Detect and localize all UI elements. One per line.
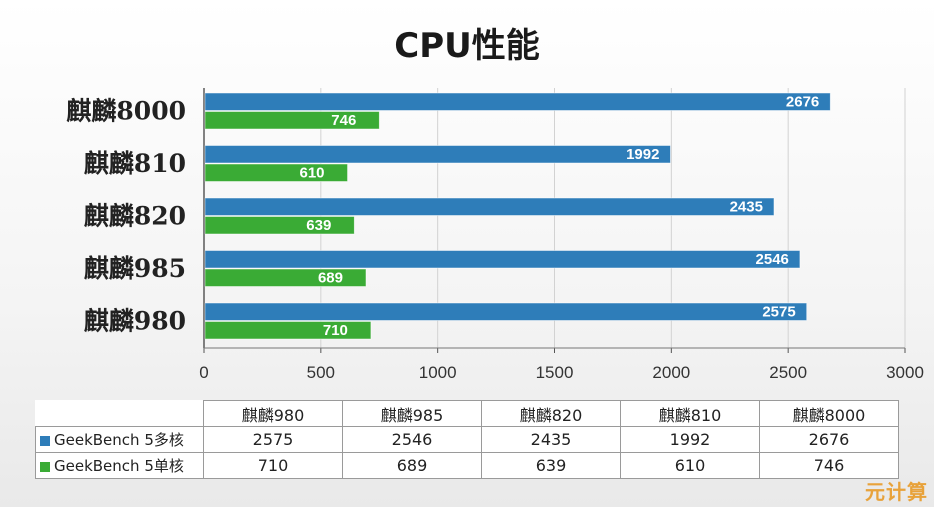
category-label: 麒麟810 [84, 149, 186, 178]
table-cell: 2435 [481, 426, 621, 453]
chart-title: CPU性能 [394, 26, 540, 66]
table-header-cell: 麒麟980 [203, 400, 343, 427]
x-tick-label: 3000 [886, 363, 924, 382]
table-corner [35, 400, 204, 427]
table-header-cell: 麒麟8000 [759, 400, 899, 427]
table-cell: 710 [203, 452, 343, 479]
table-header-cell: 麒麟810 [620, 400, 760, 427]
data-table: 麒麟980 麒麟985 麒麟820 麒麟810 麒麟8000 GeekBench… [35, 400, 899, 479]
table-cell: 1992 [620, 426, 760, 453]
bar-value-label: 1992 [626, 146, 659, 163]
x-tick-label: 2000 [652, 363, 690, 382]
table-cell: 2546 [342, 426, 482, 453]
category-label: 麒麟8000 [66, 97, 186, 126]
category-label: 麒麟820 [84, 202, 186, 231]
bar [204, 268, 367, 287]
x-tick-label: 2500 [769, 363, 807, 382]
bar [204, 250, 801, 269]
bar-value-label: 639 [306, 217, 331, 234]
table-cell: 639 [481, 452, 621, 479]
table-cell: 2676 [759, 426, 899, 453]
table-row-header: GeekBench 5单核 [35, 452, 204, 479]
table-row-header: GeekBench 5多核 [35, 426, 204, 453]
x-tick-label: 1500 [536, 363, 574, 382]
bar-value-label: 2546 [756, 251, 789, 268]
legend-swatch-multicore [40, 435, 50, 446]
table-header-cell: 麒麟985 [342, 400, 482, 427]
table-cell: 689 [342, 452, 482, 479]
x-tick-label: 0 [199, 363, 208, 382]
table-cell: 2575 [203, 426, 343, 453]
table-cell: 610 [620, 452, 760, 479]
table-cell: 746 [759, 452, 899, 479]
table-row: GeekBench 5多核 2575 2546 2435 1992 2676 [35, 426, 899, 453]
table-header-cell: 麒麟820 [481, 400, 621, 427]
bar-value-label: 2575 [762, 304, 795, 321]
bar-value-label: 710 [323, 322, 348, 339]
table-header-row: 麒麟980 麒麟985 麒麟820 麒麟810 麒麟8000 [35, 400, 899, 427]
bar [204, 302, 808, 321]
x-tick-label: 1000 [419, 363, 457, 382]
bar [204, 145, 671, 164]
watermark-logo: 元计算 [865, 480, 928, 504]
bar [204, 216, 355, 235]
bar [204, 92, 831, 111]
bar-value-label: 2435 [730, 199, 763, 216]
series-name: GeekBench 5多核 [54, 431, 184, 449]
bar [204, 197, 775, 216]
bar [204, 321, 372, 340]
bar-chart: 0 500 1000 1500 2000 2500 3000 麒麟8000 2676 746 麒麟8… [66, 88, 924, 382]
series-name: GeekBench 5单核 [54, 457, 184, 475]
bar-value-label: 746 [331, 112, 356, 129]
x-tick-label: 500 [307, 363, 335, 382]
bar-value-label: 610 [300, 165, 325, 182]
bar-value-label: 689 [318, 270, 343, 287]
bar [204, 111, 380, 130]
legend-swatch-singlecore [40, 461, 50, 472]
category-label: 麒麟980 [84, 307, 186, 336]
bar-value-label: 2676 [786, 94, 819, 111]
category-label: 麒麟985 [84, 254, 186, 283]
table-row: GeekBench 5单核 710 689 639 610 746 [35, 452, 899, 479]
bar [204, 163, 348, 182]
